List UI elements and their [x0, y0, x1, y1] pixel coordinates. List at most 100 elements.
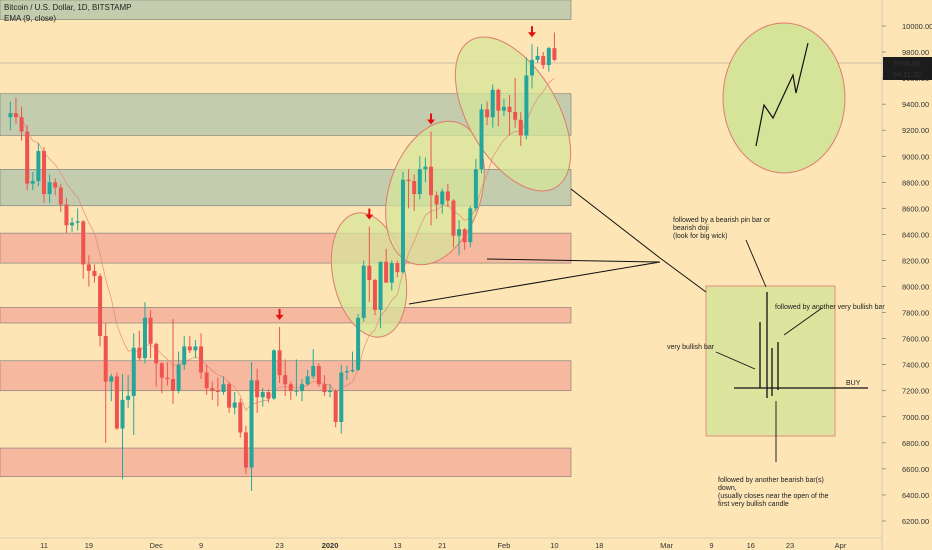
candle-body-47: [271, 350, 276, 399]
note-bullish1-line-0: very bullish bar: [667, 344, 715, 351]
candle-body-37: [215, 390, 220, 393]
candles: [8, 32, 557, 492]
candle-body-96: [546, 48, 551, 66]
illustration-zigzag: [755, 42, 809, 147]
candle-body-89: [507, 106, 512, 112]
candle-body-5: [36, 151, 41, 182]
price-axis[interactable]: 10000.009800.009600.009400.009200.009000…: [881, 0, 932, 550]
x-tick-label-15: Apr: [835, 541, 847, 550]
candle-body-34: [199, 346, 204, 373]
candle-body-2: [19, 117, 24, 132]
candle-body-30: [176, 364, 181, 391]
connector-2: [486, 258, 661, 263]
y-tick-label-6: 8800.00: [902, 178, 929, 187]
candle-body-80: [457, 229, 462, 236]
indicator-label[interactable]: EMA (9, close): [4, 14, 57, 23]
candle-body-38: [221, 384, 226, 393]
candle-body-15: [92, 270, 97, 277]
buy-label: BUY: [846, 380, 861, 387]
y-tick-label-19: 6200.00: [902, 517, 929, 526]
candle-body-18: [109, 376, 114, 382]
x-tick-label-2: Dec: [150, 541, 164, 550]
candle-body-84: [479, 109, 484, 170]
x-tick-label-11: Mar: [660, 541, 673, 550]
candle-body-21: [126, 395, 131, 400]
note-bullish2-line-0: followed by another very bullish bar: [775, 304, 885, 311]
note-bearish-down-line-3: first very bullish candle: [718, 501, 789, 508]
x-tick-label-5: 2020: [322, 541, 339, 550]
candle-body-44: [255, 380, 260, 398]
y-tick-label-18: 6400.00: [902, 491, 929, 500]
candle-body-86: [490, 89, 495, 118]
candle-body-16: [98, 276, 103, 337]
candle-body-8: [53, 182, 58, 188]
y-tick-label-8: 8400.00: [902, 230, 929, 239]
candle-body-90: [513, 111, 518, 120]
candle-body-93: [529, 59, 534, 76]
candle-body-66: [378, 261, 383, 310]
bearish-arrowhead-2: [427, 119, 436, 125]
x-tick-label-8: Feb: [497, 541, 510, 550]
x-tick-label-0: 11: [40, 541, 48, 550]
pattern-diagram-box[interactable]: [705, 285, 836, 437]
candle-body-10: [64, 204, 69, 226]
candle-body-61: [350, 369, 355, 372]
ema-line: [10, 77, 555, 412]
candle-body-7: [47, 182, 52, 195]
connector-4: [659, 257, 707, 293]
note-pin-bar-line-2: (look for big wick): [673, 233, 727, 240]
candle-body-87: [496, 89, 501, 111]
candle-body-95: [541, 55, 546, 66]
candle-body-14: [86, 264, 91, 271]
candle-body-74: [423, 166, 428, 170]
candle-body-32: [187, 346, 192, 351]
candle-body-75: [429, 166, 434, 196]
y-tick-label-16: 6800.00: [902, 439, 929, 448]
symbol-title[interactable]: Bitcoin / U.S. Dollar, 1D, BITSTAMP: [4, 3, 132, 12]
note-pin-bar-line-1: bearish doji: [673, 225, 709, 232]
candle-body-60: [344, 371, 349, 373]
connector-3: [408, 261, 661, 305]
candle-body-27: [159, 363, 164, 378]
note-pin-bar-line-0: followed by a bearish pin bar or: [673, 217, 771, 224]
x-tick-label-4: 23: [275, 541, 283, 550]
pointer-pin-bar: [745, 239, 767, 288]
y-tick-label-5: 9000.00: [902, 152, 929, 161]
candle-body-97: [552, 48, 557, 60]
price-tag-bg: [883, 57, 932, 69]
candle-body-78: [445, 191, 450, 201]
connector-1: [570, 188, 661, 259]
time-axis[interactable]: 11 19 Dec 9 23 2020 13 21 Feb 10 18 Mar 9 16 23 Apr: [0, 537, 882, 550]
candle-body-65: [372, 280, 377, 310]
candle-body-11: [70, 222, 75, 226]
candle-body-6: [42, 151, 46, 195]
x-tick-label-13: 16: [747, 541, 755, 550]
zone-support-6: [0, 447, 572, 478]
ema-polyline: [10, 77, 555, 412]
candle-body-68: [389, 263, 394, 283]
candle-body-13: [81, 221, 86, 265]
x-tick-label-3: 9: [199, 541, 203, 550]
y-tick-label-17: 6600.00: [902, 465, 929, 474]
candle-body-73: [417, 169, 422, 195]
candle-body-54: [311, 365, 316, 377]
pattern-ellipse-3[interactable]: [432, 18, 595, 210]
candle-body-55: [316, 365, 321, 385]
candle-body-41: [238, 402, 243, 433]
candle-body-81: [462, 229, 467, 243]
candle-body-43: [249, 380, 254, 468]
illustration-ellipse[interactable]: [722, 22, 846, 174]
candle-body-49: [283, 375, 288, 385]
note-bearish-down-line-2: (usually closes near the open of the: [718, 493, 829, 500]
pattern-ellipse-2[interactable]: [368, 108, 501, 277]
candle-body-9: [58, 187, 63, 205]
candle-body-4: [30, 181, 35, 184]
pattern-diagram: followed by a bearish pin bar orbearish …: [408, 42, 885, 508]
x-tick-label-9: 10: [550, 541, 558, 550]
y-tick-label-11: 7800.00: [902, 309, 929, 318]
candle-body-23: [137, 347, 142, 359]
y-tick-label-7: 8600.00: [902, 204, 929, 213]
y-tick-label-13: 7400.00: [902, 361, 929, 370]
